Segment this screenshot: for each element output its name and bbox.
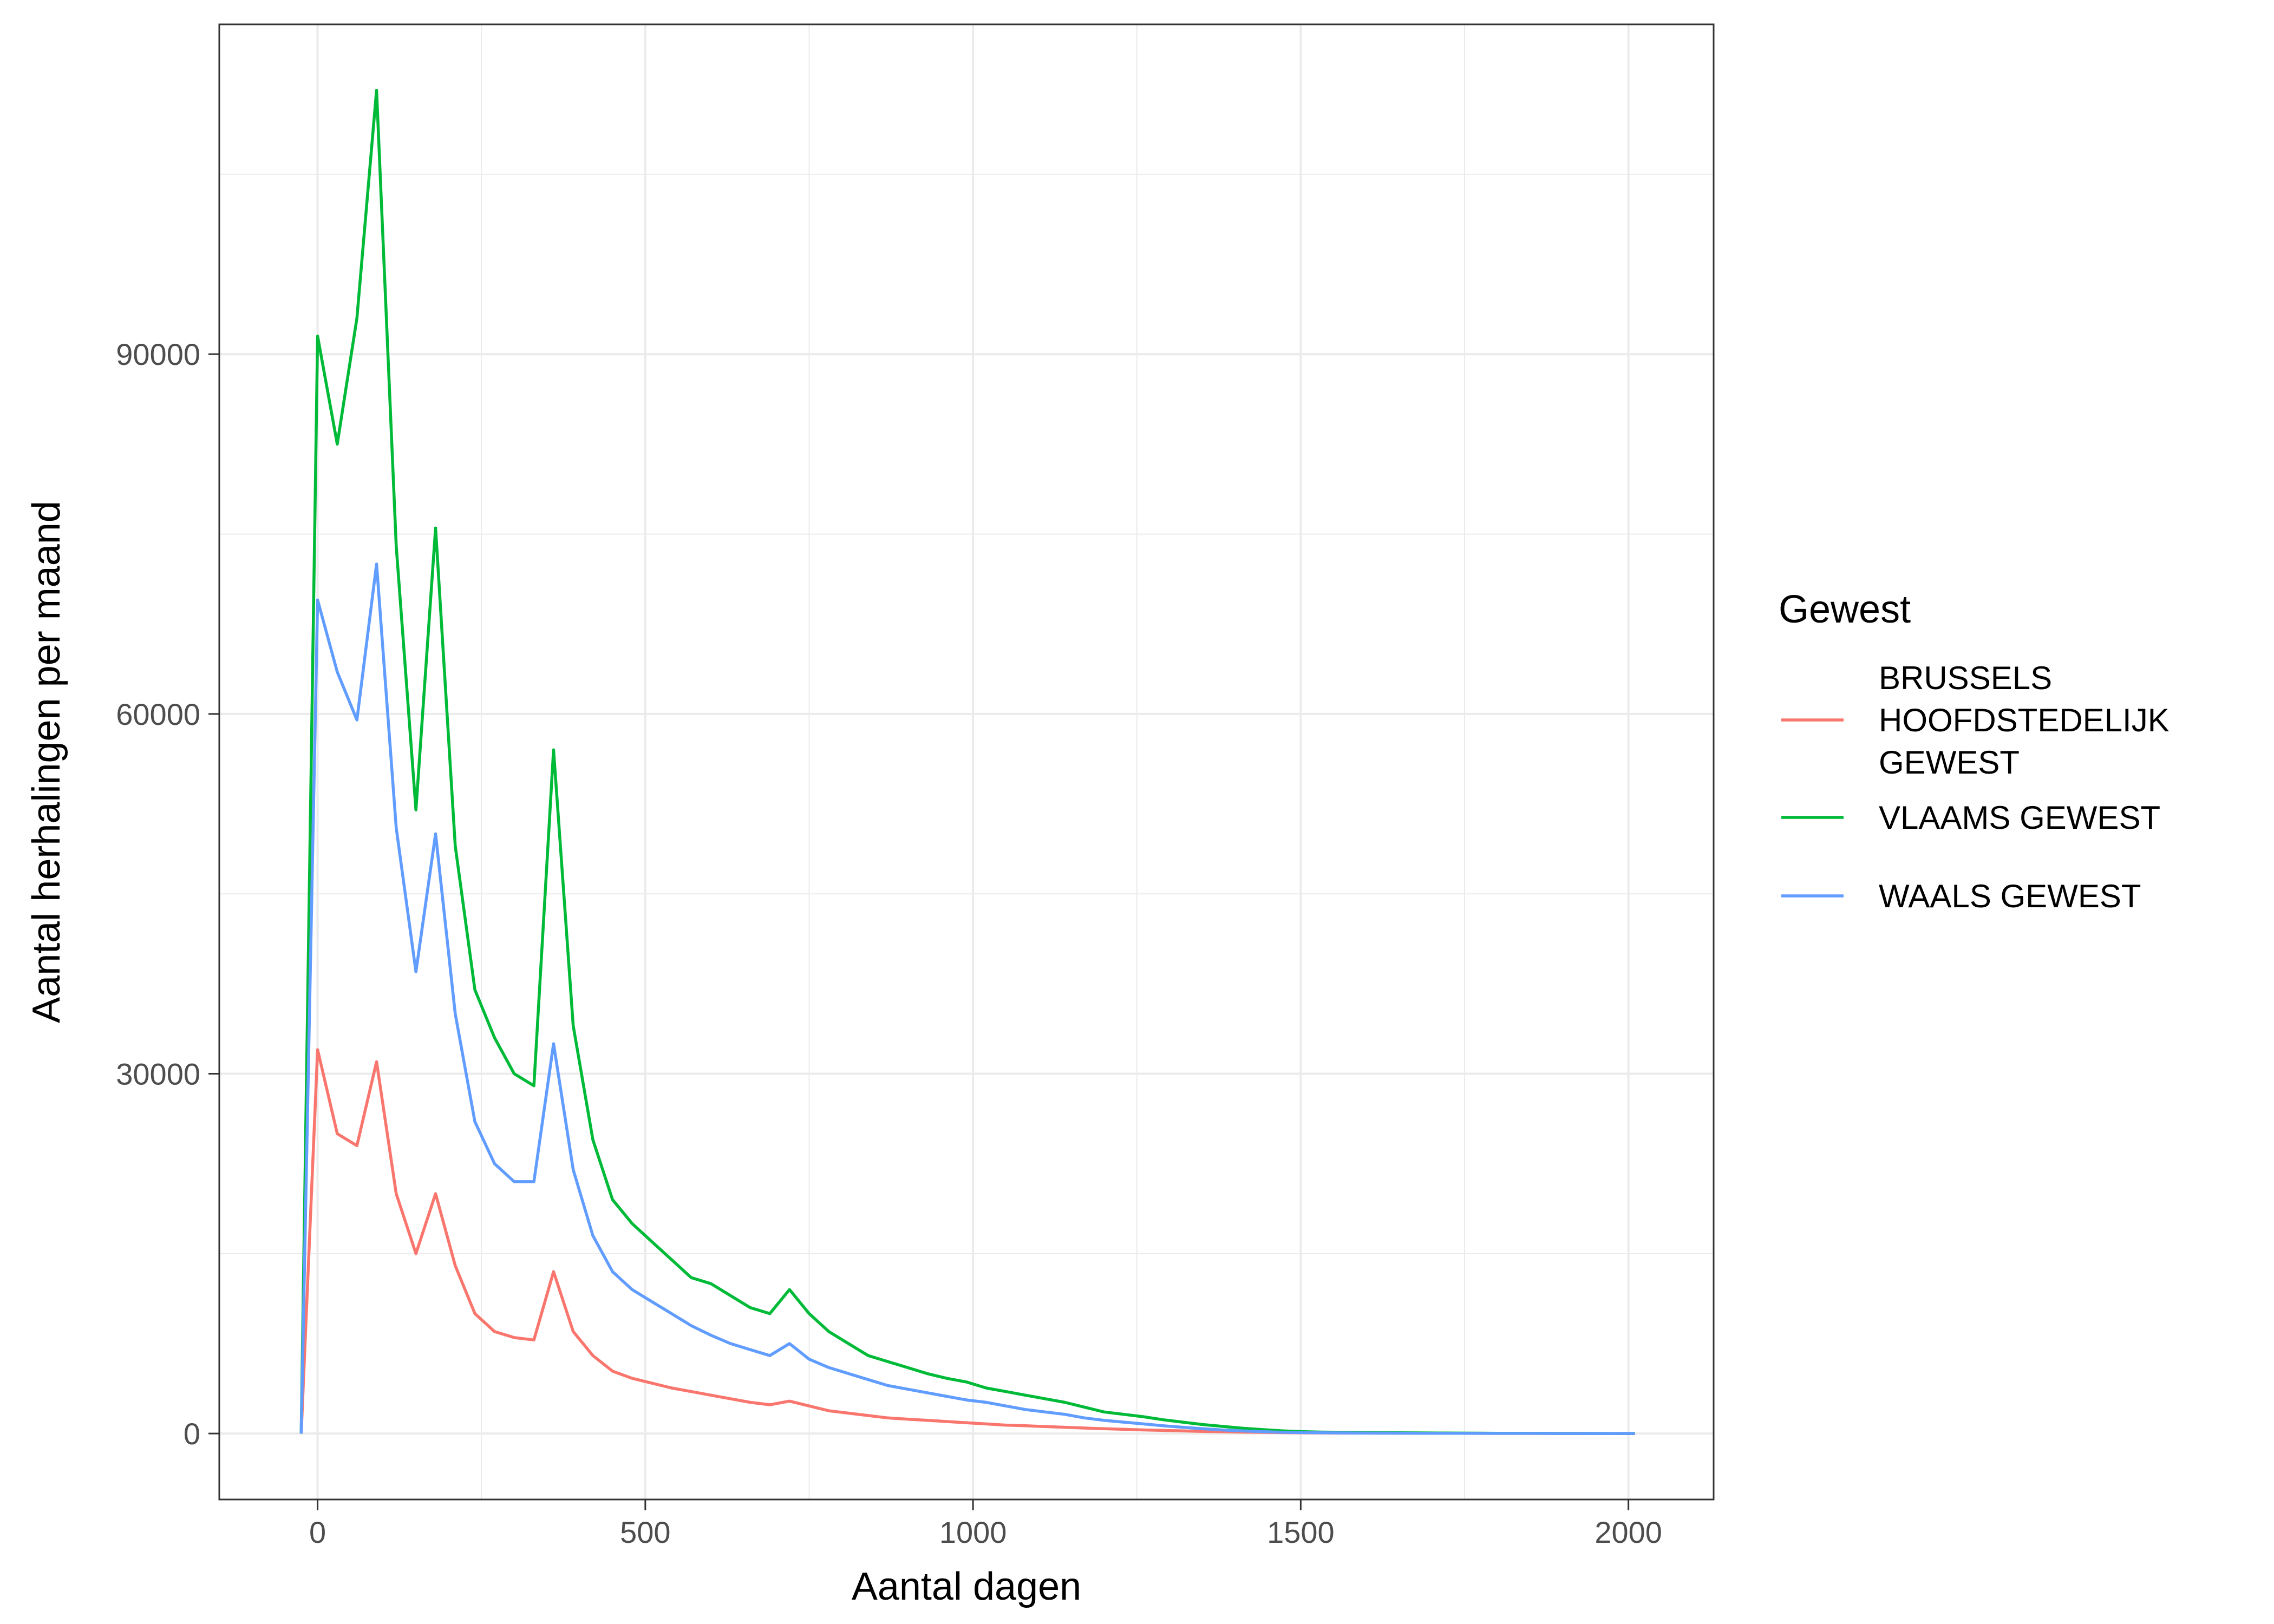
legend-label-brussels-hoofdstedelijk-gewest: GEWEST (1879, 744, 2020, 781)
series-lines (299, 89, 1635, 1435)
x-axis: 0 500 1000 1500 2000 (309, 1499, 1662, 1549)
legend: Gewest BRUSSELS HOOFDSTEDELIJK GEWEST VLAAM… (1779, 588, 2170, 914)
y-tick-label: 90000 (116, 337, 200, 371)
y-tick-label: 30000 (116, 1057, 200, 1091)
y-axis-title: Aantal herhalingen per maand (25, 501, 68, 1023)
y-tick-label: 0 (184, 1417, 200, 1451)
y-axis: 0 30000 60000 90000 (116, 337, 219, 1451)
plot-panel-border (218, 23, 1715, 1501)
x-tick-label: 1000 (939, 1515, 1007, 1549)
legend-label-vlaams-gewest: VLAAMS GEWEST (1879, 800, 2160, 836)
legend-label-waals-gewest: WAALS GEWEST (1879, 878, 2141, 914)
legend-items: BRUSSELS HOOFDSTEDELIJK GEWEST VLAAMS GEWES… (1781, 660, 2170, 914)
x-tick-label: 1500 (1267, 1515, 1335, 1549)
x-tick-label: 500 (620, 1515, 670, 1549)
minor-gridlines (219, 24, 1714, 1499)
major-gridlines (219, 24, 1714, 1499)
x-tick-label: 0 (309, 1515, 326, 1549)
legend-label-brussels-hoofdstedelijk-gewest: BRUSSELS (1879, 660, 2052, 696)
x-tick-label: 2000 (1595, 1515, 1662, 1549)
x-axis-title: Aantal dagen (852, 1565, 1081, 1608)
legend-title: Gewest (1779, 588, 1911, 631)
series-line-waals-gewest (299, 562, 1635, 1435)
y-tick-label: 60000 (116, 697, 200, 731)
legend-label-brussels-hoofdstedelijk-gewest: HOOFDSTEDELIJK (1879, 702, 2170, 738)
